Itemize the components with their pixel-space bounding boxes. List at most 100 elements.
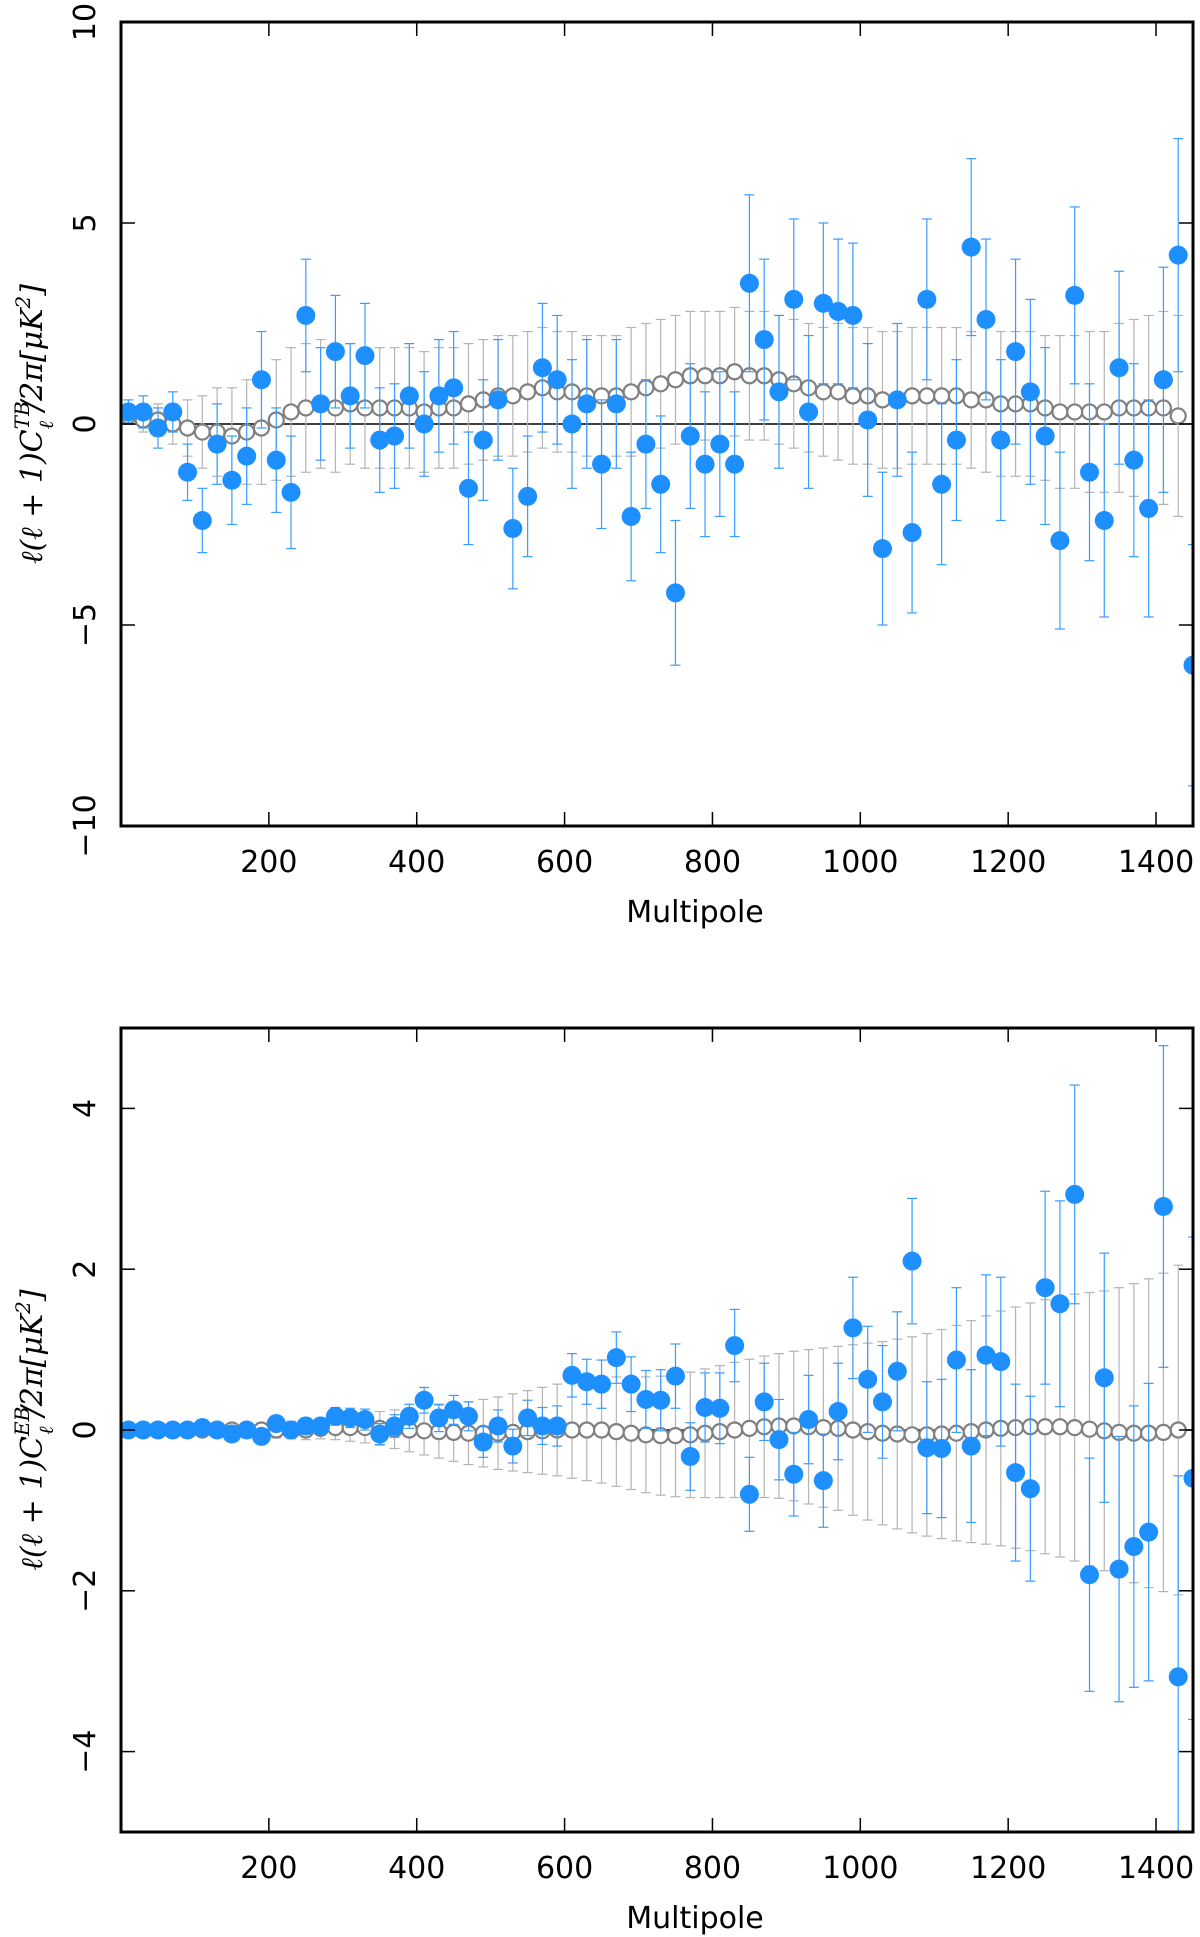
model-point — [962, 391, 980, 409]
data-point — [710, 1398, 730, 1418]
data-point — [1035, 426, 1055, 446]
data-point — [296, 305, 316, 325]
model-point — [504, 387, 522, 405]
model-point — [1095, 403, 1113, 421]
x-tick-label: 800 — [684, 845, 741, 880]
x-tick-label: 1200 — [970, 1851, 1046, 1886]
model-point — [666, 371, 685, 389]
data-point — [178, 1420, 198, 1440]
data-point — [665, 583, 685, 603]
data-point — [1006, 342, 1026, 362]
x-tick-label: 600 — [536, 1851, 593, 1886]
data-point — [340, 1408, 360, 1428]
model-point — [666, 1427, 685, 1445]
y-title-subscript: ℓ — [34, 1426, 58, 1435]
data-point — [133, 1420, 153, 1440]
data-point — [1079, 462, 1099, 482]
data-point — [473, 1432, 493, 1452]
model-point — [193, 423, 211, 441]
data-point — [562, 414, 582, 434]
model-point — [814, 1418, 832, 1437]
data-point — [532, 1416, 552, 1436]
model-point — [740, 1419, 759, 1437]
y-axis-title: ℓ(ℓ + 1)CTBℓ/2π[μK2] — [10, 284, 58, 564]
model-point — [637, 1426, 655, 1444]
tb-spectrum-panel: 200 400 600 800 1000 1200 1400 −10 −5 0 5 10 Multipo… — [10, 3, 1195, 930]
model-point — [297, 399, 315, 417]
model-point — [1080, 1420, 1099, 1438]
y-tick-label: −4 — [68, 1729, 103, 1773]
model-point — [696, 367, 714, 385]
x-tick-label: 400 — [388, 845, 445, 880]
model-point — [1169, 407, 1187, 425]
model-point — [607, 1423, 625, 1441]
data-point — [1020, 1479, 1040, 1499]
data-point — [932, 474, 952, 494]
data-point — [148, 1420, 168, 1440]
y-title-suffix: /2π[μK — [15, 1312, 50, 1419]
data-point — [1109, 1559, 1129, 1579]
x-axis-title: Multipole — [626, 895, 764, 930]
series-layer — [121, 137, 1193, 787]
data-point — [813, 293, 833, 313]
model-point — [726, 1421, 744, 1439]
data-point — [414, 414, 434, 434]
data-point — [163, 1420, 183, 1440]
data-point — [1006, 1463, 1026, 1483]
data-point — [1065, 1184, 1085, 1204]
model-point — [592, 1421, 611, 1439]
data-point — [518, 486, 538, 506]
data-point — [843, 305, 863, 325]
data-point — [887, 390, 907, 410]
x-tick-label: 200 — [240, 845, 297, 880]
model-point — [785, 1417, 803, 1435]
data-point — [872, 539, 892, 559]
x-tick-label: 1000 — [822, 1851, 898, 1886]
data-point — [754, 1392, 774, 1412]
data-point — [651, 474, 671, 494]
data-point — [784, 1464, 804, 1484]
data-point — [606, 1348, 626, 1368]
data-point — [725, 1336, 745, 1356]
data-point — [1124, 450, 1144, 470]
model-point — [578, 1421, 596, 1439]
data-point — [1168, 245, 1188, 265]
data-point — [858, 1369, 878, 1389]
data-point — [385, 1416, 405, 1436]
data-point — [1094, 1368, 1114, 1388]
y-tick-label: 0 — [68, 414, 103, 433]
data-point — [799, 402, 819, 422]
data-point — [1124, 1537, 1144, 1557]
data-point — [665, 1366, 685, 1386]
x-tick-label: 1400 — [1118, 845, 1194, 880]
data-point — [636, 1389, 656, 1409]
model-point — [445, 1423, 463, 1442]
y-tick-label: 5 — [68, 213, 103, 232]
data-point — [680, 1447, 700, 1467]
data-point — [562, 1365, 582, 1385]
series-layer — [121, 1045, 1193, 1832]
y-title-end: ] — [15, 1289, 50, 1302]
y-title-prefix: ℓ(ℓ + 1)C — [15, 1436, 50, 1571]
data-point — [296, 1416, 316, 1436]
data-point — [739, 1484, 759, 1504]
data-point — [251, 370, 271, 390]
data-point — [769, 382, 789, 402]
x-tick-label: 1200 — [970, 845, 1046, 880]
data-point — [1153, 370, 1173, 390]
model-point — [652, 375, 670, 393]
data-point — [488, 390, 508, 410]
data-point — [121, 402, 138, 422]
model-point — [844, 387, 862, 405]
data-point — [858, 410, 878, 430]
x-tick-label: 1400 — [1118, 1851, 1194, 1886]
data-point — [991, 1352, 1011, 1372]
model-point — [903, 1426, 921, 1444]
y-axis-title: ℓ(ℓ + 1)CEBℓ/2π[μK2] — [10, 1289, 58, 1571]
data-point — [710, 434, 730, 454]
data-point — [429, 386, 449, 406]
data-point — [976, 1345, 996, 1365]
data-point — [207, 1420, 227, 1440]
data-point — [961, 1436, 981, 1456]
